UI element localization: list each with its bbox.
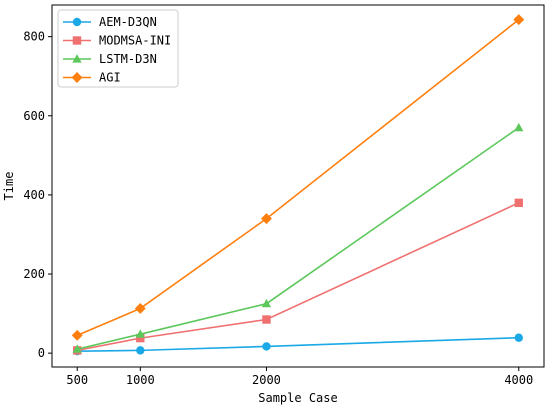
data-point-modmsa-ini (262, 315, 271, 324)
data-point-aem-d3qn (262, 342, 271, 351)
data-point-modmsa-ini (514, 198, 523, 208)
y-tick-label: 200 (23, 267, 45, 281)
series-line-modmsa-ini (77, 202, 520, 352)
x-axis-label: Sample Case (258, 391, 337, 405)
y-tick-label: 0 (38, 346, 45, 360)
data-point-aem-d3qn (136, 346, 145, 355)
legend-item-agi: AGI (63, 71, 121, 85)
data-point-agi (261, 213, 272, 225)
legend-item-lstm-d3n: LSTM-D3N (63, 52, 157, 66)
x-tick-label: 1000 (126, 373, 155, 387)
legend-label: MODMSA-INI (99, 34, 171, 48)
data-point-lstm-d3n (261, 298, 272, 308)
legend-marker (71, 72, 83, 83)
data-point-modmsa-ini (136, 333, 145, 343)
legend-items: AEM-D3QN MODMSA-INI LSTM-D3N AGI (63, 15, 171, 85)
data-point-lstm-d3n (135, 329, 145, 338)
x-tick-label: 4000 (504, 373, 533, 387)
series-line-agi (76, 19, 520, 337)
legend-marker (72, 36, 82, 45)
legend-label: LSTM-D3N (99, 52, 157, 66)
data-point-agi (71, 329, 83, 341)
y-tick-label: 600 (23, 109, 45, 123)
x-tick-label: 500 (66, 373, 88, 387)
series-agi (71, 14, 525, 341)
data-point-lstm-d3n (72, 344, 82, 353)
legend: AEM-D3QN MODMSA-INI LSTM-D3N AGI (57, 9, 179, 88)
data-point-agi (513, 14, 525, 26)
legend-label: AGI (99, 71, 121, 85)
series-layer (71, 14, 525, 356)
legend-item-modmsa-ini: MODMSA-INI (63, 34, 171, 48)
legend-marker (72, 54, 82, 63)
y-axis-label: Time (2, 172, 16, 201)
data-point-aem-d3qn (514, 333, 523, 342)
ticks-layer: 500 1000 2000 4000 0 200 400 600 800 (23, 30, 533, 387)
data-point-lstm-d3n (514, 122, 524, 132)
legend-item-aem-d3qn: AEM-D3QN (63, 15, 157, 29)
x-tick-label: 2000 (252, 373, 281, 387)
series-line-lstm-d3n (77, 126, 520, 350)
y-tick-label: 800 (23, 30, 45, 44)
legend-box (57, 9, 179, 88)
legend-label: AEM-D3QN (99, 15, 157, 29)
legend-marker (72, 17, 82, 27)
series-lstm-d3n (72, 122, 524, 353)
data-point-agi (134, 302, 146, 314)
series-line-aem-d3qn (77, 336, 519, 352)
y-tick-label: 400 (23, 188, 45, 202)
